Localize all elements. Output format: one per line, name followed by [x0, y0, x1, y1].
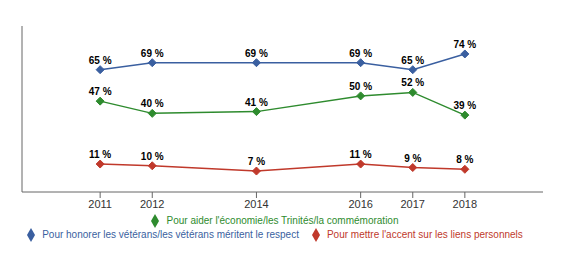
html-text:Pour honorer les vétérans/les: Pour honorer les vétérans/les vétérans m…	[42, 228, 299, 240]
svg-text:40 %: 40 %	[141, 98, 164, 109]
svg-text:2018: 2018	[453, 198, 477, 210]
svg-text:11 %: 11 %	[89, 149, 111, 160]
svg-text:65 %: 65 %	[401, 55, 424, 66]
svg-text:7 %: 7 %	[248, 156, 265, 167]
svg-text:2012: 2012	[140, 198, 164, 210]
svg-text:39 %: 39 %	[453, 100, 476, 111]
svg-text:9 %: 9 %	[404, 153, 421, 164]
svg-text:69 %: 69 %	[141, 48, 164, 59]
svg-text:52 %: 52 %	[401, 77, 424, 88]
svg-text:2011: 2011	[88, 198, 112, 210]
svg-text:74 %: 74 %	[453, 39, 476, 50]
svg-text:2014: 2014	[244, 198, 268, 210]
svg-text:69 %: 69 %	[245, 48, 268, 59]
svg-text:8 %: 8 %	[456, 154, 473, 165]
svg-text:69 %: 69 %	[349, 48, 372, 59]
html-text:Pour mettre l'accent sur les l: Pour mettre l'accent sur les liens perso…	[327, 228, 523, 240]
svg-text:47 %: 47 %	[89, 86, 112, 97]
svg-text:50 %: 50 %	[349, 81, 372, 92]
svg-text:2017: 2017	[401, 198, 425, 210]
svg-text:41 %: 41 %	[245, 97, 268, 108]
svg-text:65 %: 65 %	[89, 55, 112, 66]
svg-text:2016: 2016	[348, 198, 372, 210]
svg-text:11 %: 11 %	[350, 149, 372, 160]
svg-text:10 %: 10 %	[141, 151, 164, 162]
html-text:Pour aider l'économie/les Trin: Pour aider l'économie/les Trinités/la co…	[166, 214, 399, 226]
